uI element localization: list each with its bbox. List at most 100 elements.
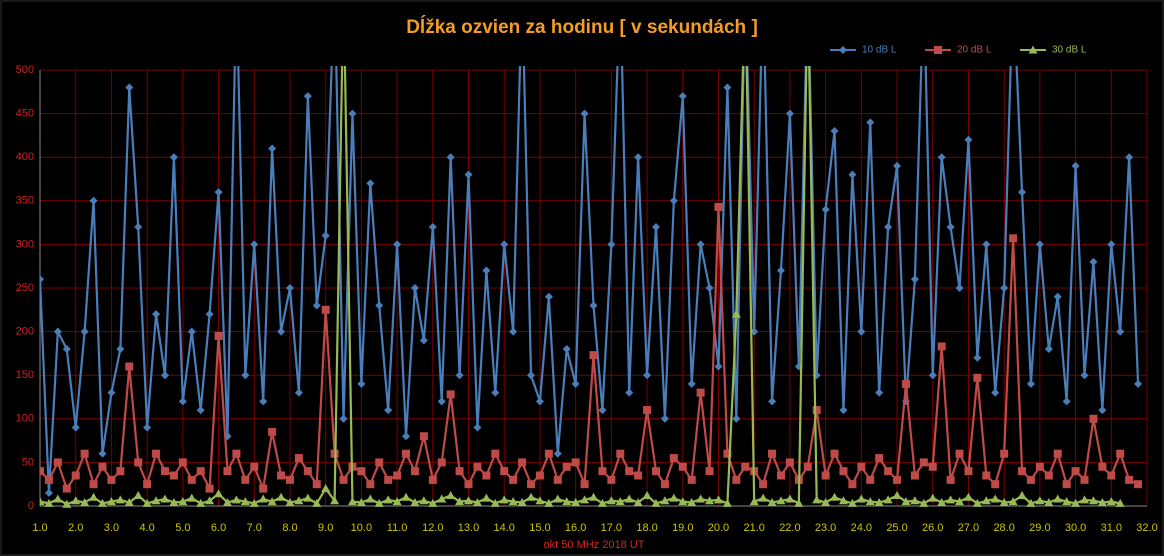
marker <box>375 458 384 467</box>
marker <box>937 342 946 351</box>
marker <box>499 495 509 504</box>
marker <box>696 494 706 503</box>
chart-title: Dĺžka ozvien za hodinu [ v sekundách ] <box>406 16 758 38</box>
marker <box>482 266 491 275</box>
x-tick-label: 1.0 <box>32 522 47 534</box>
marker <box>571 379 580 388</box>
plot-area <box>40 66 1143 508</box>
marker <box>1053 449 1062 458</box>
marker <box>464 170 473 179</box>
marker <box>490 498 500 507</box>
marker <box>535 471 544 480</box>
marker <box>375 301 384 310</box>
marker <box>580 495 590 504</box>
marker <box>866 118 875 127</box>
marker <box>357 467 366 476</box>
marker <box>187 475 196 484</box>
x-tick-label: 9.0 <box>318 522 333 534</box>
marker <box>214 489 224 498</box>
marker <box>249 498 259 507</box>
x-tick-label: 17.0 <box>601 522 622 534</box>
marker <box>1116 449 1125 458</box>
marker <box>571 498 581 507</box>
marker <box>44 475 53 484</box>
marker <box>303 92 312 101</box>
marker <box>901 497 911 506</box>
marker <box>187 493 197 502</box>
marker <box>178 397 187 406</box>
y-tick-label: 200 <box>16 326 34 338</box>
marker <box>589 301 598 310</box>
marker <box>696 388 705 397</box>
marker <box>169 153 178 162</box>
marker <box>642 491 652 500</box>
marker <box>865 497 875 506</box>
marker <box>589 492 598 501</box>
marker <box>830 127 839 136</box>
marker <box>402 432 411 441</box>
marker <box>1097 498 1107 507</box>
x-axis-label: okt 50 MHz 2018 UT <box>544 539 645 551</box>
marker <box>946 222 955 231</box>
marker <box>963 492 973 501</box>
marker <box>366 179 375 188</box>
marker <box>53 327 62 336</box>
x-tick-label: 16.0 <box>565 522 586 534</box>
marker <box>848 480 857 489</box>
marker <box>625 467 634 476</box>
marker <box>830 449 839 458</box>
marker <box>633 498 643 507</box>
marker <box>410 498 420 507</box>
marker <box>1098 406 1107 415</box>
marker <box>749 497 759 506</box>
x-tick-label: 15.0 <box>529 522 550 534</box>
marker <box>857 462 866 471</box>
marker <box>1106 497 1116 506</box>
marker <box>616 449 625 458</box>
marker <box>106 497 116 506</box>
marker <box>571 458 580 467</box>
x-tick-label: 21.0 <box>743 522 764 534</box>
marker <box>357 379 366 388</box>
marker <box>991 388 1000 397</box>
marker <box>491 388 500 397</box>
marker <box>607 240 616 249</box>
marker <box>178 497 188 506</box>
y-tick-label: 100 <box>16 413 34 425</box>
marker <box>785 458 794 467</box>
marker <box>40 467 44 476</box>
marker <box>1080 475 1089 484</box>
marker <box>455 371 464 380</box>
marker <box>62 345 71 354</box>
marker <box>383 495 393 504</box>
y-tick-label: 50 <box>22 456 34 468</box>
marker <box>428 475 437 484</box>
marker <box>89 480 98 489</box>
x-tick-label: 10.0 <box>351 522 372 534</box>
marker <box>277 327 286 336</box>
marker <box>71 471 80 480</box>
marker <box>276 492 286 501</box>
y-tick-label: 0 <box>28 500 34 512</box>
marker <box>768 397 777 406</box>
marker <box>1026 379 1035 388</box>
marker <box>981 496 991 505</box>
marker <box>151 496 161 505</box>
x-tick-label: 18.0 <box>636 522 657 534</box>
marker <box>562 497 572 506</box>
marker <box>98 462 107 471</box>
marker <box>785 109 794 118</box>
marker <box>53 494 63 503</box>
marker <box>268 144 277 153</box>
x-tick-label: 20.0 <box>708 522 729 534</box>
x-tick-label: 7.0 <box>247 522 262 534</box>
marker <box>205 310 214 319</box>
marker <box>321 305 330 314</box>
marker <box>267 497 277 506</box>
marker <box>169 471 178 480</box>
x-tick-label: 31.0 <box>1101 522 1122 534</box>
marker <box>955 449 964 458</box>
marker <box>527 371 536 380</box>
marker <box>884 467 893 476</box>
